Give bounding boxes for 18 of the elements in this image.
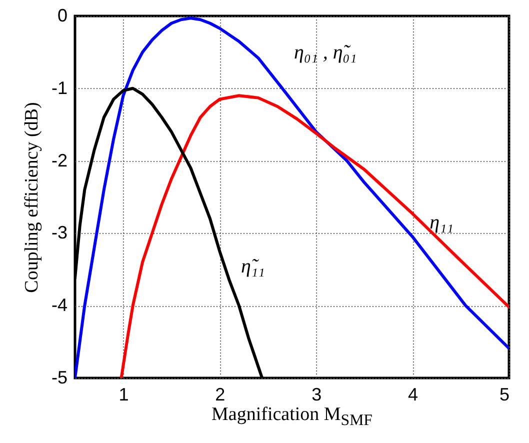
- line-series: [75, 16, 509, 378]
- x-tick-label: 1: [118, 384, 129, 404]
- line-series: [120, 94, 509, 378]
- x-tick-label: 2: [215, 384, 226, 404]
- x-axis-title: Magnification M$_{SMF}$: [210, 404, 374, 430]
- series-label: η̃₁₁: [241, 256, 265, 278]
- x-tick-label: 3: [312, 384, 322, 404]
- series-label: η₁₁: [430, 212, 454, 234]
- x-tick-label: 4: [408, 384, 418, 404]
- y-tick-label: -1: [51, 78, 68, 98]
- y-tick-label: -2: [51, 150, 68, 170]
- y-tick-label: -4: [51, 295, 68, 316]
- y-tick-label: -3: [51, 222, 68, 243]
- y-tick-label: 0: [57, 6, 68, 26]
- y-axis-title: Coupling efficiency (dB): [21, 102, 42, 293]
- y-tick-label: -5: [51, 368, 68, 388]
- series-label: η₀₁ , η̃₀₁: [294, 41, 357, 64]
- x-tick-label: 5: [499, 384, 510, 404]
